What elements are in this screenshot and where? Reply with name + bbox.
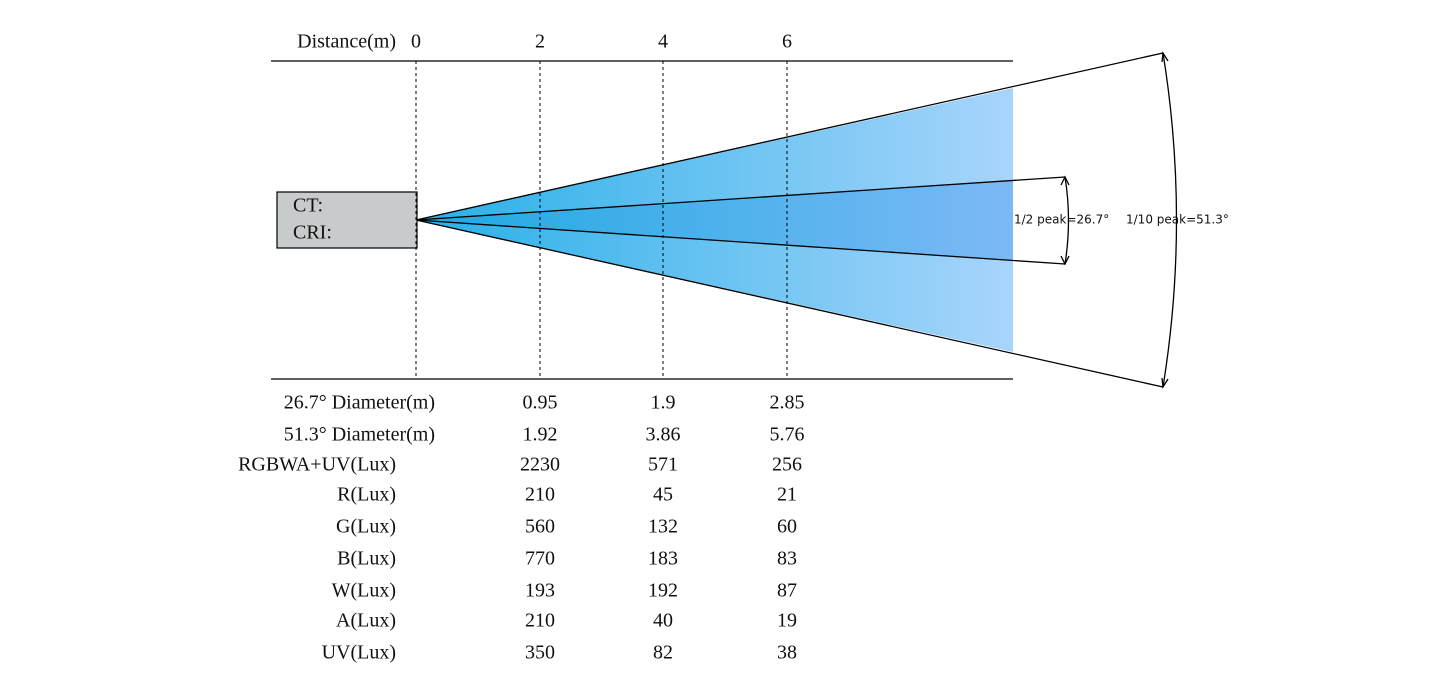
row-label: 26.7° Diameter(m) — [284, 392, 435, 414]
table-value: 210 — [525, 484, 555, 506]
table-value: 21 — [777, 484, 797, 506]
table-value: 45 — [653, 484, 673, 506]
distance-tick: 4 — [658, 31, 668, 53]
row-label: W(Lux) — [332, 580, 396, 602]
table-value: 1.92 — [523, 424, 558, 446]
table-value: 5.76 — [770, 424, 805, 446]
table-value: 60 — [777, 516, 797, 538]
distance-label: Distance(m) — [297, 31, 396, 53]
table-value: 183 — [648, 548, 678, 570]
distance-tick: 6 — [782, 31, 792, 53]
beam — [415, 51, 1178, 389]
distance-tick: 2 — [535, 31, 545, 53]
table-value: 256 — [772, 454, 802, 476]
table-value: 193 — [525, 580, 555, 602]
half-peak-label: 1/2 peak=26.7° — [1014, 213, 1109, 227]
table-value: 2230 — [520, 454, 560, 476]
row-label: G(Lux) — [336, 516, 396, 538]
table-value: 3.86 — [646, 424, 681, 446]
labels: Distance(m) 0 2 4 6 CT: CRI: 1/2 peak=26.7° 1/10… — [238, 31, 1229, 664]
table-value: 2.85 — [770, 392, 805, 414]
table-value: 0.95 — [523, 392, 558, 414]
table-value: 1.9 — [651, 392, 676, 414]
cri-label: CRI: — [293, 222, 332, 244]
table-value: 132 — [648, 516, 678, 538]
table-value: 38 — [777, 642, 797, 664]
table-value: 350 — [525, 642, 555, 664]
table-value: 560 — [525, 516, 555, 538]
table-value: 82 — [653, 642, 673, 664]
row-label: R(Lux) — [337, 484, 396, 506]
table-value: 770 — [525, 548, 555, 570]
row-label: B(Lux) — [337, 548, 396, 570]
tenth-peak-label: 1/10 peak=51.3° — [1126, 213, 1229, 227]
ct-label: CT: — [293, 195, 323, 217]
table-value: 571 — [648, 454, 678, 476]
row-label: UV(Lux) — [322, 642, 396, 664]
row-label: RGBWA+UV(Lux) — [238, 454, 396, 476]
table-value: 87 — [777, 580, 797, 602]
table-value: 83 — [777, 548, 797, 570]
fixture — [276, 191, 418, 249]
table-value: 192 — [648, 580, 678, 602]
row-label: 51.3° Diameter(m) — [284, 424, 435, 446]
table-value: 19 — [777, 610, 797, 632]
table-value: 210 — [525, 610, 555, 632]
distance-tick: 0 — [411, 31, 421, 53]
frame — [271, 60, 1013, 380]
table-value: 40 — [653, 610, 673, 632]
row-label: A(Lux) — [336, 610, 396, 632]
inner-beam — [416, 180, 1013, 261]
